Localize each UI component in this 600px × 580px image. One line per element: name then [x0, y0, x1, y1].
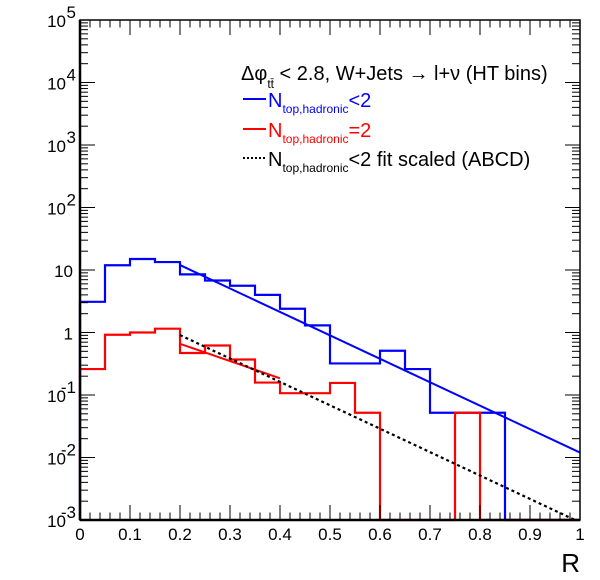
y-tick-label: 10 [47, 137, 66, 156]
y-tick-label-exponent: -1 [61, 378, 76, 397]
legend-entry-2-sub: top,hadronic [282, 161, 348, 175]
x-axis-label: R [561, 548, 580, 578]
legend-entry-1-main: N [268, 120, 282, 142]
legend-header: Δφtt̄ < 2.8, W+Jets → l+ν (HT bins) [241, 63, 548, 91]
y-tick-label: 10 [54, 262, 73, 281]
fit-line-3 [179, 342, 281, 380]
histogram-1 [78, 327, 580, 522]
y-tick-label: 1 [64, 325, 73, 344]
legend-entry-0-sub: top,hadronic [282, 102, 348, 116]
x-tick-label: 0.4 [268, 525, 292, 544]
legend-entry-1-suffix: =2 [349, 120, 372, 142]
legend-entry-0-suffix: <2 [349, 90, 372, 112]
legend-entry-2: Ntop,hadronic<2 fit scaled (ABCD) [268, 149, 530, 175]
y-tick-label-exponent: 3 [67, 128, 76, 147]
x-tick-label: 0.1 [118, 525, 142, 544]
legend-entry-0-main: N [268, 90, 282, 112]
y-tick-label-exponent: 4 [67, 66, 76, 85]
x-tick-label: 0.6 [368, 525, 392, 544]
legend-entry-1: Ntop,hadronic=2 [268, 120, 371, 146]
y-tick-label: 10 [47, 75, 66, 94]
y-tick-label-exponent: -2 [61, 441, 76, 460]
y-tick-label: 10 [47, 387, 66, 406]
legend-header-prefix: Δφ [241, 63, 267, 85]
x-tick-labels: 0 0.1 0.2 0.3 0.4 0.5 0.6 0.7 0.8 0.9 1 [75, 525, 584, 544]
x-tick-label: 0.2 [168, 525, 192, 544]
x-tick-label: 0.9 [518, 525, 542, 544]
y-tick-label: 10 [47, 512, 66, 531]
legend-entry-2-suffix: <2 fit scaled (ABCD) [349, 149, 531, 171]
fit-line-4 [179, 334, 576, 521]
y-tick-label: 10 [47, 12, 66, 31]
x-tick-label: 0.7 [418, 525, 442, 544]
plot-series [78, 257, 581, 522]
y-tick-label: 10 [47, 200, 66, 219]
x-tick-label: 0.3 [218, 525, 242, 544]
legend-header-suffix: < 2.8, W+Jets → l+ν (HT bins) [274, 63, 548, 85]
x-tick-label: 1 [575, 525, 584, 544]
fit-line-2 [179, 264, 581, 454]
x-tick-label: 0.8 [468, 525, 492, 544]
legend-header-sub: tt̄ [267, 77, 274, 91]
x-tick-label: 0.5 [318, 525, 342, 544]
axis-ticks [79, 19, 581, 521]
legend: Δφtt̄ < 2.8, W+Jets → l+ν (HT bins) Ntop… [241, 63, 548, 175]
x-tick-label: 0 [75, 525, 84, 544]
legend-entry-1-sub: top,hadronic [282, 132, 348, 146]
legend-entry-0: Ntop,hadronic<2 [268, 90, 371, 116]
y-tick-label-exponent: -3 [61, 503, 76, 522]
y-tick-label: 10 [47, 450, 66, 469]
y-tick-label-exponent: 2 [67, 191, 76, 210]
y-tick-label-exponent: 5 [67, 3, 76, 22]
legend-entry-2-main: N [268, 149, 282, 171]
